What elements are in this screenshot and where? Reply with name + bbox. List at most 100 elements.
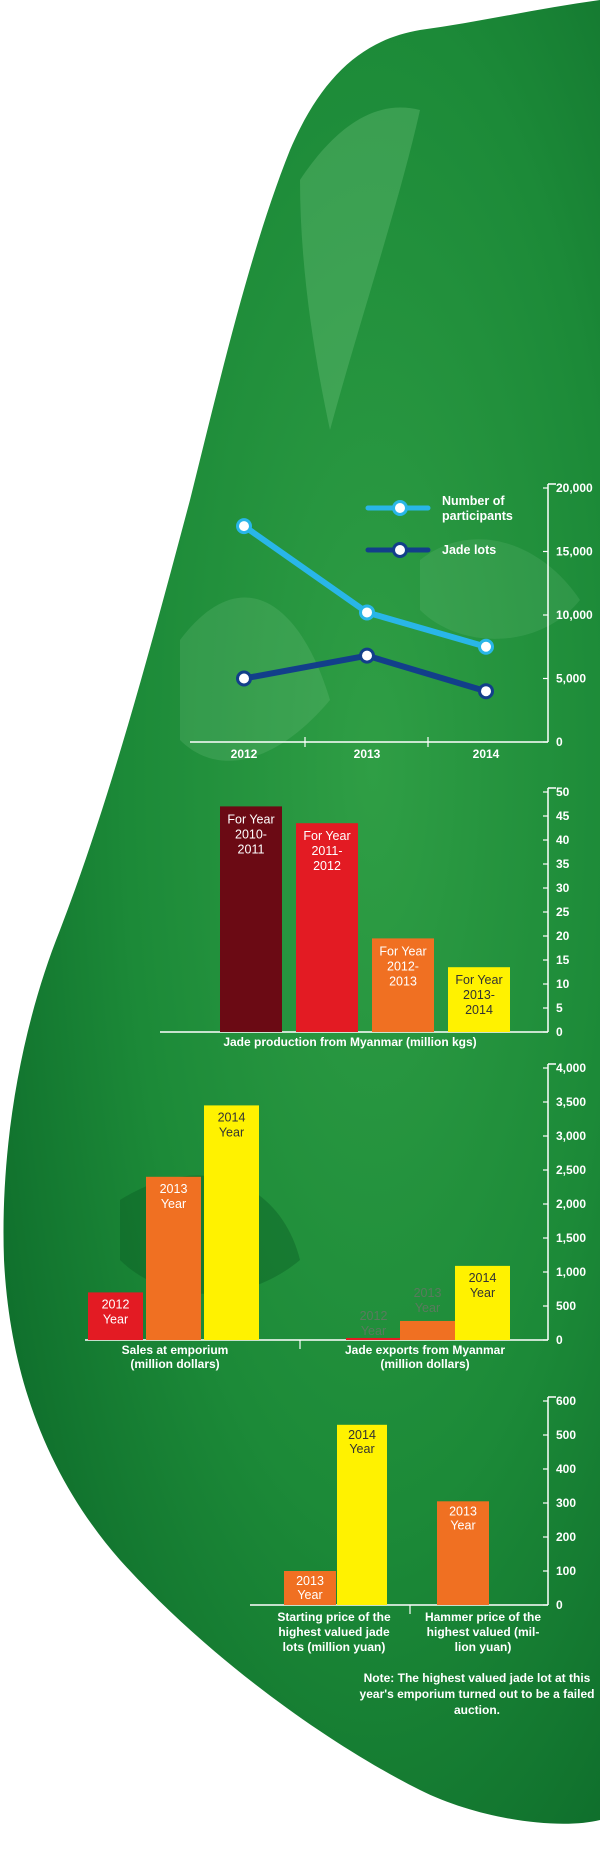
c1-data-point xyxy=(236,670,252,687)
c2-bar-label: 2010- xyxy=(235,827,267,841)
c3-bar xyxy=(204,1105,259,1340)
c2-y-tick-label: 0 xyxy=(556,1025,563,1039)
jade-production-bar-chart: 0 5 10 15 20 25 30 35 40 45 50 Jade production from… xyxy=(160,785,570,1049)
c2-bar-label: 2011- xyxy=(311,844,342,858)
c2-bar-label: For Year xyxy=(379,944,426,958)
participants-lots-line-chart: 0 5,000 10,000 15,000 20,000 2012 2013 2014 Num… xyxy=(190,481,593,761)
c2-bar xyxy=(372,938,434,1032)
c3-y-tick-label: 3,000 xyxy=(556,1129,586,1143)
c2-bar xyxy=(296,823,358,1032)
c2-bar-label: 2014 xyxy=(465,1003,493,1017)
c3-bar-label: 2014 xyxy=(469,1271,497,1285)
c2-bar-label: For Year xyxy=(303,829,350,843)
c4-group-label: lots (million yuan) xyxy=(283,1640,386,1654)
c2-bar-label: 2012- xyxy=(387,959,419,973)
c1-legend-marker xyxy=(392,500,408,516)
c1-data-point xyxy=(236,518,252,535)
c2-x-axis-label: Jade production from Myanmar (million kg… xyxy=(223,1035,476,1049)
c3-y-tick-label: 0 xyxy=(556,1333,563,1347)
c4-bar xyxy=(284,1571,336,1605)
c2-y-tick-label: 45 xyxy=(556,809,570,823)
c4-bar-label: Year xyxy=(450,1518,475,1532)
c4-y-tick-label: 0 xyxy=(556,1598,563,1612)
c3-y-tick-label: 500 xyxy=(556,1299,576,1313)
c3-y-tick-label: 2,000 xyxy=(556,1197,586,1211)
c3-bar xyxy=(146,1176,201,1340)
c1-y-tick-label: 20,000 xyxy=(556,481,593,495)
c1-legend-label: Number of xyxy=(442,494,505,508)
c3-bar-label: Year xyxy=(361,1324,386,1338)
c4-bar-label: Year xyxy=(297,1588,322,1602)
c3-group-label: (million dollars) xyxy=(380,1357,469,1371)
c4-bar xyxy=(337,1424,387,1605)
c3-bar-label: 2013 xyxy=(160,1182,188,1196)
c3-group-label: (million dollars) xyxy=(130,1357,219,1371)
c4-group-label: highest valued jade xyxy=(278,1625,390,1639)
c4-y-tick-label: 400 xyxy=(556,1462,576,1476)
c4-group-label: Hammer price of the xyxy=(425,1610,541,1624)
c4-bar-label: 2013 xyxy=(296,1574,324,1588)
c2-y-tick-label: 35 xyxy=(556,857,570,871)
c2-y-tick-label: 25 xyxy=(556,905,570,919)
c4-bar-label: 2013 xyxy=(449,1504,477,1518)
c4-group-label: Starting price of the xyxy=(277,1610,391,1624)
c3-bar-label: Year xyxy=(415,1301,440,1315)
c3-bar-label: Year xyxy=(161,1197,186,1211)
c1-legend-label: Jade lots xyxy=(442,543,496,557)
c3-y-tick-label: 4,000 xyxy=(556,1061,586,1075)
c3-bar xyxy=(88,1292,143,1340)
c2-bar-label: For Year xyxy=(227,812,274,826)
c4-y-tick-label: 600 xyxy=(556,1394,576,1408)
c1-legend-label: participants xyxy=(442,509,513,523)
c4-group-label: highest valued (mil- xyxy=(427,1625,540,1639)
c2-bar-label: 2012 xyxy=(313,859,341,873)
c2-y-tick-label: 30 xyxy=(556,881,570,895)
c2-y-tick-label: 15 xyxy=(556,953,570,967)
c1-y-tick-label: 0 xyxy=(556,735,563,749)
c4-y-tick-label: 500 xyxy=(556,1428,576,1442)
c2-bar xyxy=(220,806,282,1032)
c3-bar-label: 2014 xyxy=(218,1110,246,1124)
c3-bar-label: 2012 xyxy=(360,1309,388,1323)
c1-x-tick-label: 2013 xyxy=(354,747,381,761)
c3-bar-label: Year xyxy=(470,1286,495,1300)
c2-y-tick-label: 5 xyxy=(556,1001,563,1015)
c3-y-tick-label: 1,000 xyxy=(556,1265,586,1279)
c2-bar-label: 2013 xyxy=(389,974,417,988)
c2-y-tick-label: 40 xyxy=(556,833,570,847)
c4-bar xyxy=(437,1501,489,1605)
c2-bar-label: 2011 xyxy=(238,842,265,856)
c1-data-point xyxy=(478,638,494,655)
c2-bar-label: For Year xyxy=(455,973,502,987)
c3-bar-label: 2013 xyxy=(414,1286,442,1300)
c3-group-label: Jade exports from Myanmar xyxy=(345,1343,505,1357)
c4-bar-label: 2014 xyxy=(348,1428,376,1442)
c3-y-tick-label: 1,500 xyxy=(556,1231,586,1245)
c1-y-tick-label: 15,000 xyxy=(556,545,593,559)
c3-bar-label: Year xyxy=(103,1312,128,1326)
c3-group-label: Sales at emporium xyxy=(122,1343,229,1357)
c2-y-tick-label: 10 xyxy=(556,977,570,991)
c1-y-tick-label: 10,000 xyxy=(556,608,593,622)
c1-legend-marker xyxy=(392,542,408,558)
sales-exports-bar-chart: 05001,0001,5002,0002,5003,0003,5004,000 … xyxy=(85,1061,586,1371)
c4-bar-label: Year xyxy=(349,1442,374,1456)
note-text: Note: The highest valued jade lot at thi… xyxy=(359,1671,595,1717)
c3-bar xyxy=(400,1320,455,1340)
c1-data-point xyxy=(359,647,375,664)
c1-x-tick-label: 2014 xyxy=(473,747,500,761)
c3-bar-label: 2012 xyxy=(102,1297,130,1311)
c4-y-tick-label: 300 xyxy=(556,1496,576,1510)
c3-y-tick-label: 2,500 xyxy=(556,1163,586,1177)
c1-data-point xyxy=(478,683,494,700)
c3-y-tick-label: 3,500 xyxy=(556,1095,586,1109)
c3-bar xyxy=(346,1337,401,1340)
c1-y-tick-label: 5,000 xyxy=(556,672,586,686)
c2-y-tick-label: 20 xyxy=(556,929,570,943)
c3-bar-label: Year xyxy=(219,1125,244,1139)
c2-bar xyxy=(448,967,510,1032)
c4-y-tick-label: 100 xyxy=(556,1564,576,1578)
c4-group-label: lion yuan) xyxy=(455,1640,512,1654)
c2-bar-label: 2013- xyxy=(463,988,495,1002)
